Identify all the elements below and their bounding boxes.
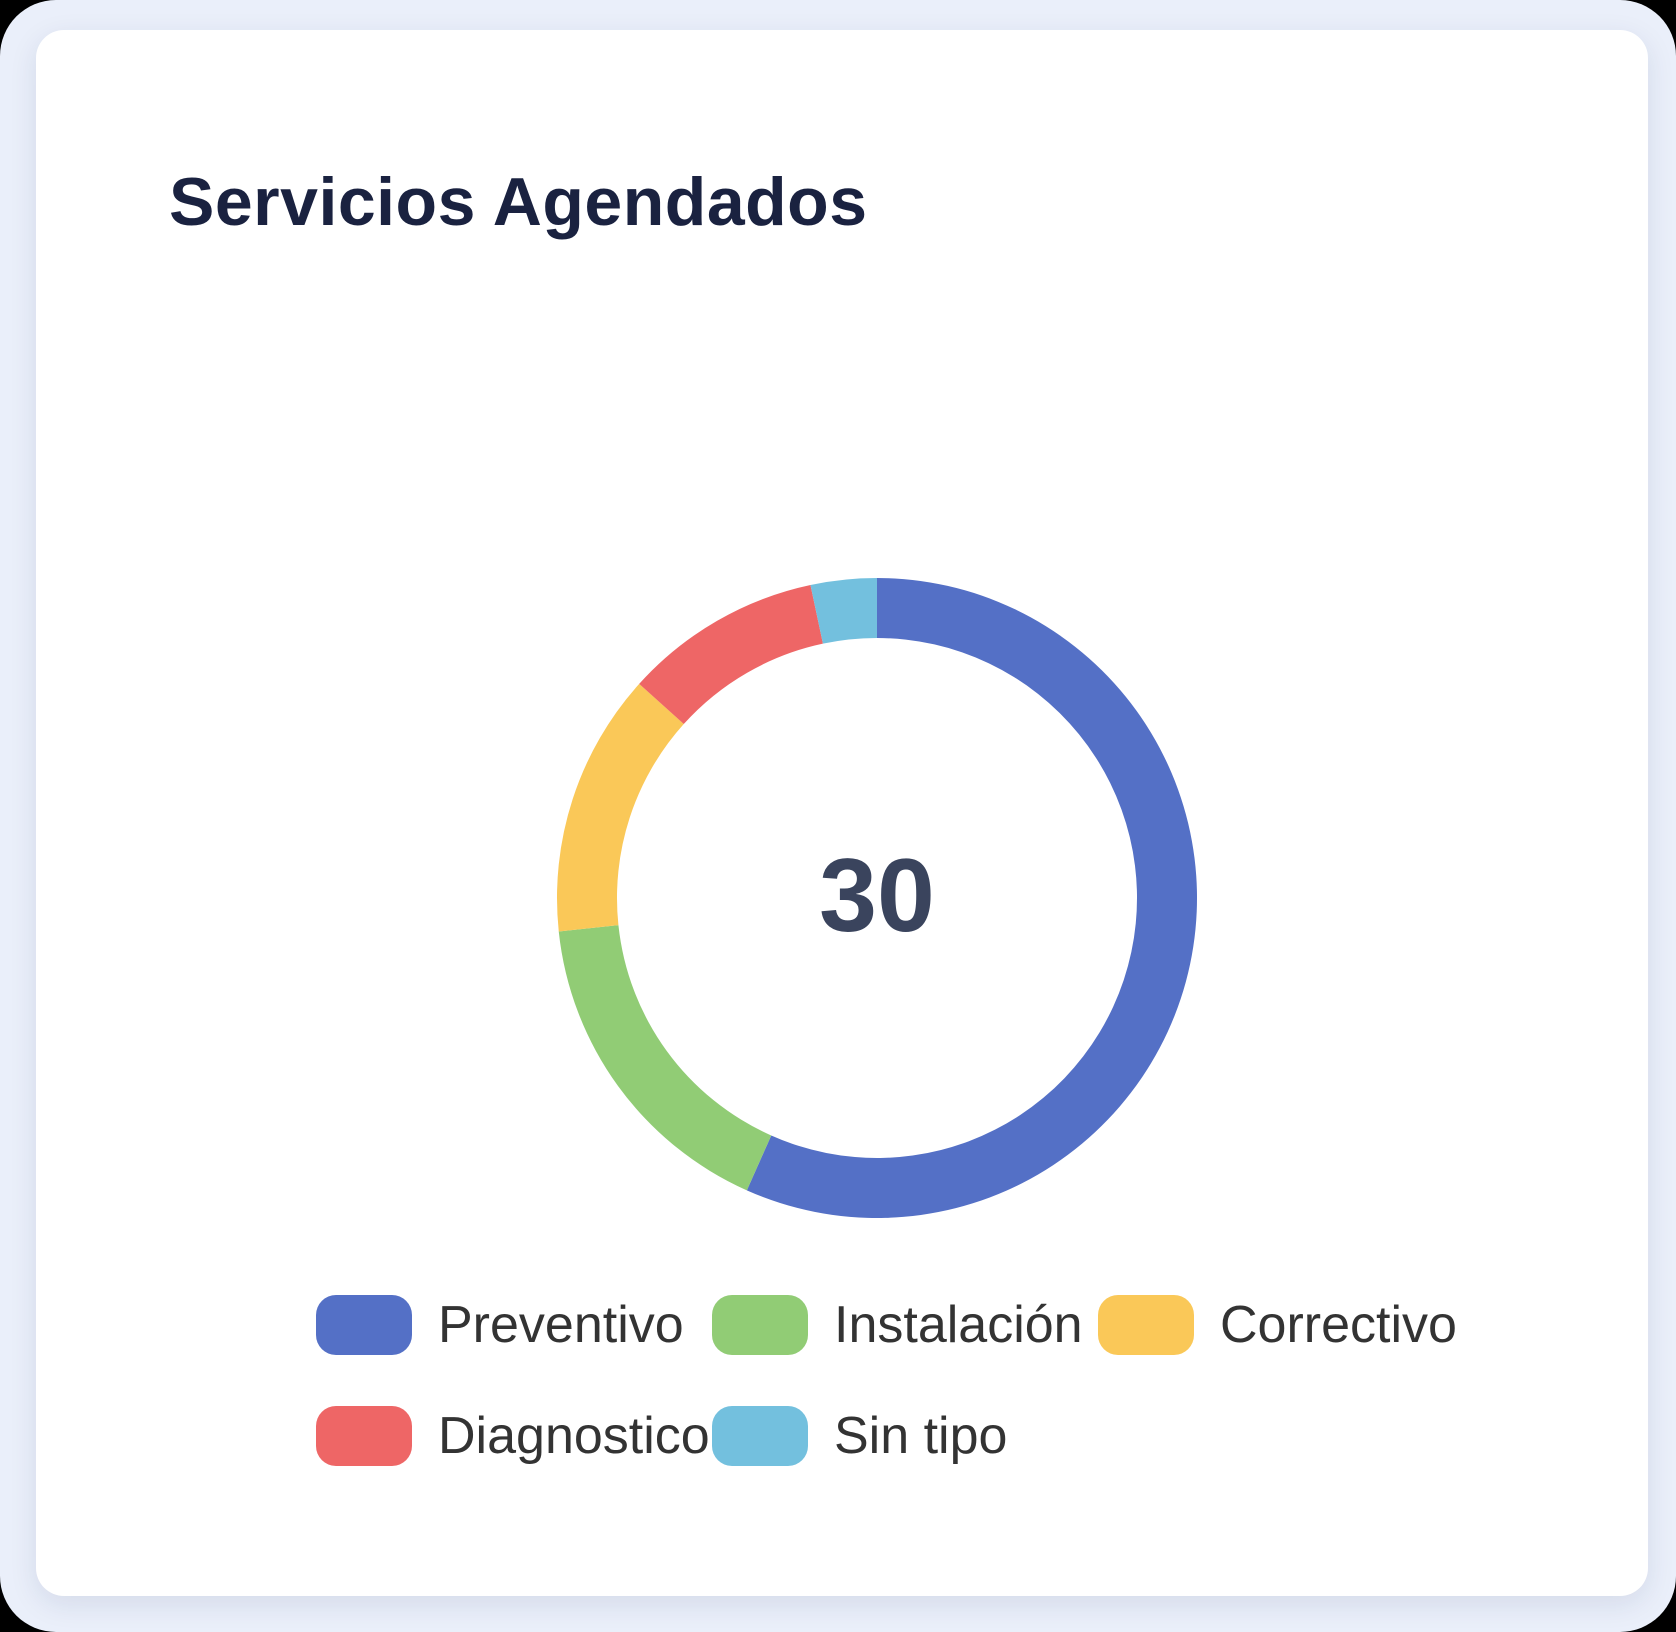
legend-item-instalacion[interactable]: Instalación <box>712 1295 1083 1355</box>
legend-swatch-diagnostico <box>316 1406 412 1466</box>
legend-swatch-preventivo <box>316 1295 412 1355</box>
legend-label-sin-tipo: Sin tipo <box>834 1407 1008 1465</box>
donut-segment-diagnostico[interactable] <box>639 584 823 725</box>
legend-item-preventivo[interactable]: Preventivo <box>316 1295 684 1355</box>
donut-segment-preventivo[interactable] <box>746 578 1198 1218</box>
legend-item-diagnostico[interactable]: Diagnostico <box>316 1406 710 1466</box>
donut-chart <box>527 548 1227 1248</box>
legend-item-sin-tipo[interactable]: Sin tipo <box>712 1406 1007 1466</box>
chart-title: Servicios Agendados <box>169 164 868 240</box>
legend-item-correctivo[interactable]: Correctivo <box>1098 1295 1457 1355</box>
legend-swatch-instalacion <box>712 1295 808 1355</box>
donut-segment-instalacion[interactable] <box>558 925 772 1191</box>
legend-swatch-correctivo <box>1098 1295 1194 1355</box>
legend-label-diagnostico: Diagnostico <box>438 1407 710 1465</box>
legend-swatch-sin-tipo <box>712 1406 808 1466</box>
donut-center-total: 30 <box>819 838 935 954</box>
legend-label-correctivo: Correctivo <box>1220 1296 1457 1354</box>
services-chart-card: Servicios Agendados 30 Preventivo Instala… <box>36 30 1648 1596</box>
legend-label-instalacion: Instalación <box>834 1296 1083 1354</box>
donut-segment-correctivo[interactable] <box>556 683 684 932</box>
legend-label-preventivo: Preventivo <box>438 1296 684 1354</box>
donut-chart-svg <box>556 578 1198 1218</box>
donut-segment-sin-tipo[interactable] <box>810 578 877 644</box>
